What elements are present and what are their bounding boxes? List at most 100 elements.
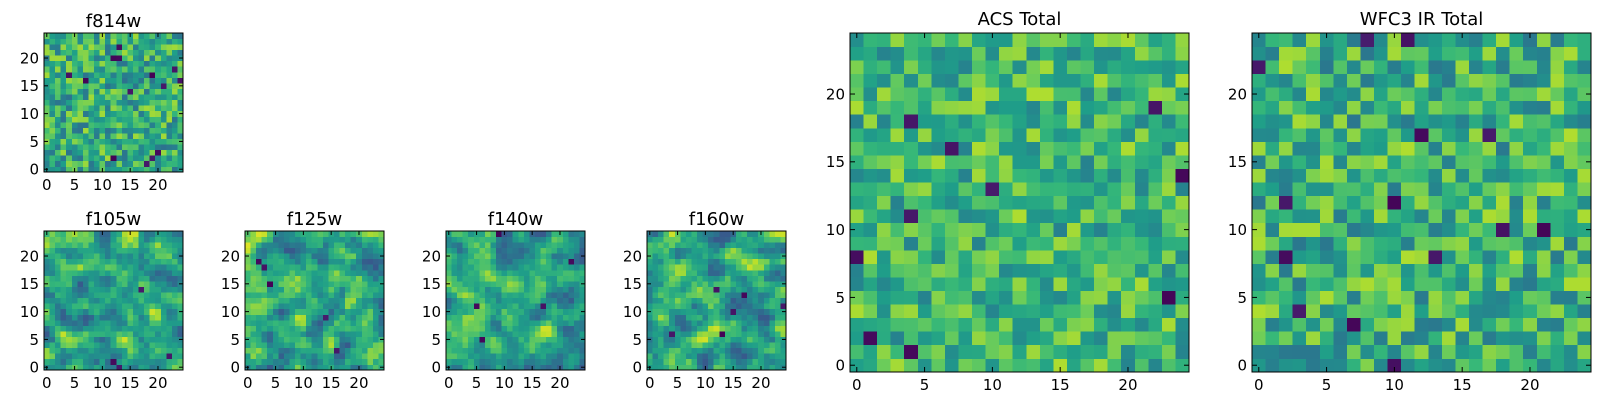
heatmap-cell	[116, 105, 123, 112]
heatmap-cell	[1414, 290, 1429, 305]
heatmap-cell	[735, 292, 742, 299]
heatmap-cell	[160, 166, 167, 173]
heatmap-cell	[1428, 100, 1443, 115]
heatmap-cell	[77, 358, 84, 365]
heatmap-cell	[132, 71, 139, 78]
x-tick-label: 5	[70, 374, 80, 392]
heatmap-cell	[562, 325, 569, 332]
heatmap-cell	[66, 66, 73, 73]
heatmap-cell	[55, 303, 62, 310]
heatmap-cell	[863, 249, 878, 264]
heatmap-cell	[110, 138, 117, 145]
heatmap-cell	[149, 269, 156, 276]
heatmap-cell	[71, 269, 78, 276]
heatmap-cell	[1536, 127, 1551, 142]
heatmap-cell	[144, 77, 150, 84]
heatmap-cell	[1012, 182, 1027, 197]
heatmap-cell	[1252, 33, 1266, 47]
heatmap-cell	[110, 116, 117, 123]
heatmap-cell	[708, 297, 715, 304]
heatmap-cell	[339, 269, 346, 276]
heatmap-cell	[166, 258, 173, 265]
heatmap-cell	[306, 231, 313, 237]
heatmap-cell	[1148, 127, 1163, 142]
heatmap-cell	[663, 286, 670, 293]
heatmap-cell	[958, 182, 973, 197]
heatmap-cell	[1441, 249, 1456, 264]
heatmap-cell	[295, 286, 301, 293]
heatmap-cell	[1292, 277, 1307, 291]
heatmap-cell	[863, 331, 878, 346]
heatmap-cell	[77, 264, 84, 271]
heatmap-cell	[985, 73, 1000, 88]
heatmap-cell	[669, 253, 676, 260]
heatmap-cell	[149, 144, 156, 151]
heatmap-cell	[877, 209, 892, 224]
heatmap-cell	[763, 236, 770, 243]
heatmap-cell	[1346, 317, 1361, 332]
heatmap-cell	[917, 114, 932, 129]
heatmap-cell	[71, 60, 78, 67]
heatmap-cell	[94, 44, 100, 51]
heatmap-cell	[546, 342, 552, 349]
heatmap-cell	[1012, 155, 1027, 169]
heatmap-cell	[663, 331, 670, 337]
heatmap-cell	[747, 319, 753, 326]
heatmap-cell	[496, 286, 502, 293]
heatmap-cell	[155, 66, 162, 73]
heatmap-cell	[1360, 46, 1375, 61]
heatmap-cell	[82, 133, 89, 139]
heatmap-cell	[283, 264, 290, 271]
heatmap-cell	[350, 342, 357, 349]
heatmap-cell	[763, 325, 770, 332]
heatmap-cell	[1306, 60, 1321, 75]
heatmap-cell	[177, 275, 184, 282]
y-tick-label: 15	[20, 77, 39, 95]
heatmap-cell	[378, 353, 385, 360]
heatmap-cell	[999, 168, 1014, 183]
heatmap-cell	[339, 325, 346, 332]
heatmap-cell	[317, 231, 324, 237]
heatmap-cell	[1455, 182, 1470, 197]
heatmap-cell	[345, 358, 351, 365]
heatmap-cell	[177, 38, 184, 45]
heatmap-cell	[496, 353, 502, 360]
heatmap-cell	[490, 331, 497, 337]
heatmap-cell	[116, 144, 123, 151]
heatmap-cell	[155, 308, 162, 315]
heatmap-cell	[127, 342, 134, 349]
heatmap-cell	[1523, 141, 1538, 156]
heatmap-cell	[149, 55, 156, 62]
heatmap-cell	[77, 60, 84, 67]
heatmap-cell	[356, 281, 363, 287]
heatmap-cell	[780, 264, 787, 271]
heatmap-cell	[763, 319, 770, 326]
heatmap-cell	[250, 347, 257, 354]
heatmap-cell	[110, 325, 117, 332]
heatmap-cell	[1134, 182, 1149, 197]
heatmap-cell	[462, 303, 469, 310]
x-tick-label: 0	[42, 374, 52, 392]
heatmap-cell	[1252, 249, 1266, 264]
heatmap-cell	[333, 231, 340, 237]
heatmap-cell	[730, 331, 737, 337]
heatmap-cell	[669, 247, 676, 254]
heatmap-cell	[1094, 304, 1108, 319]
heatmap-cell	[149, 94, 156, 101]
heatmap-cell	[1012, 168, 1027, 183]
heatmap-cell	[708, 336, 715, 343]
heatmap-cell	[747, 231, 753, 237]
heatmap-cell	[1414, 222, 1429, 237]
heatmap-cell	[674, 331, 681, 337]
heatmap-cell	[985, 182, 1000, 197]
heatmap-cell	[850, 46, 864, 61]
heatmap-cell	[121, 88, 128, 95]
heatmap-cell	[378, 236, 385, 243]
heatmap-cell	[863, 182, 878, 197]
heatmap-cell	[713, 353, 720, 360]
heatmap-cell	[283, 308, 290, 315]
heatmap-cell	[82, 155, 89, 162]
heatmap-cell	[71, 247, 78, 254]
heatmap-cell	[1428, 114, 1443, 129]
heatmap-cell	[1252, 344, 1266, 359]
